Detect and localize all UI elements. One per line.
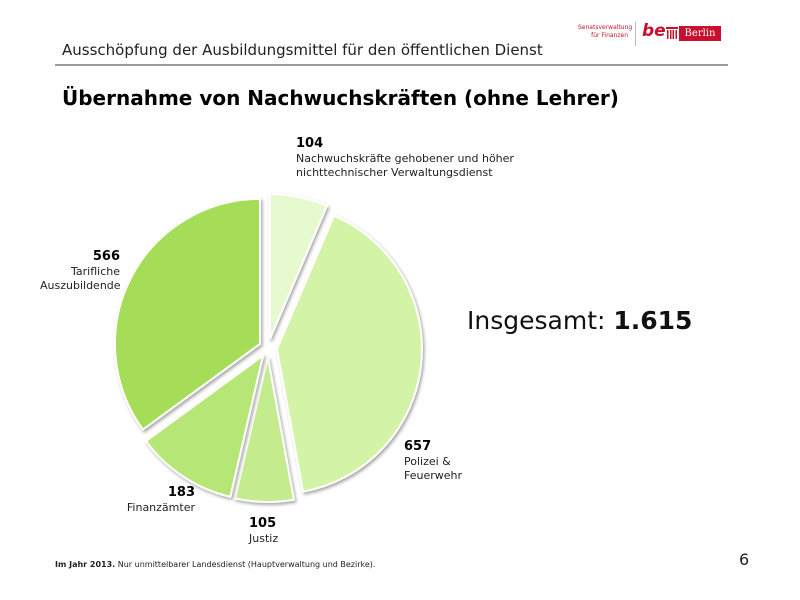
logo-department: Senatsverwaltung für Finanzen: [578, 24, 632, 40]
slice-label-polizei: 657 Polizei & Feuerwehr: [404, 438, 494, 483]
page-number: 6: [739, 550, 750, 569]
slice-name: Tarifliche Auszubildende: [40, 265, 121, 292]
slice-value: 104: [296, 136, 324, 151]
logo-brand: be: [642, 21, 666, 41]
slice-name: Finanzämter: [126, 501, 195, 514]
pie-slice-2: [275, 214, 423, 493]
slice-label-justiz: 105 Justiz: [249, 515, 329, 546]
berlin-logo: Senatsverwaltung für Finanzen be Berlin: [578, 16, 728, 56]
slice-label-finanzaemter: 183 Finanzämter: [95, 484, 195, 515]
chart-title: Übernahme von Nachwuchskräften (ohne Leh…: [62, 86, 619, 110]
slice-value: 566: [92, 249, 120, 264]
brandenburg-gate-icon: [666, 27, 678, 39]
footnote-text: Nur unmittelbarer Landesdienst (Hauptver…: [115, 560, 376, 569]
pie-slice-1: [268, 193, 329, 340]
slice-name: Nachwuchskräfte gehobener und höher nich…: [296, 152, 514, 179]
logo-city: Berlin: [679, 26, 721, 41]
logo-department-line1: Senatsverwaltung: [578, 24, 633, 31]
pie-slice-4: [144, 353, 265, 498]
slice-value: 105: [249, 516, 277, 531]
slice-name: Justiz: [249, 532, 279, 545]
slice-value: 657: [404, 439, 432, 454]
total-label: Insgesamt:: [467, 306, 614, 335]
header-divider: [55, 64, 728, 66]
slice-label-verwaltungsdienst: 104 Nachwuchskräfte gehobener und höher …: [296, 135, 556, 180]
logo-separator: [635, 22, 636, 46]
total-summary: Insgesamt: 1.615: [467, 306, 692, 335]
logo-department-line2: für Finanzen: [591, 32, 628, 39]
slice-value: 183: [167, 485, 195, 500]
pie-slice-5: [113, 197, 261, 431]
footnote-lead: Im Jahr 2013.: [55, 560, 116, 569]
pie-slice-3: [233, 356, 296, 503]
slice-label-tarifliche: 566 Tarifliche Auszubildende: [40, 248, 121, 293]
header-title: Ausschöpfung der Ausbildungsmittel für d…: [62, 41, 543, 59]
slice-name: Polizei & Feuerwehr: [404, 455, 463, 482]
total-value: 1.615: [613, 306, 693, 335]
footnote: Im Jahr 2013. Nur unmittelbarer Landesdi…: [55, 560, 375, 569]
